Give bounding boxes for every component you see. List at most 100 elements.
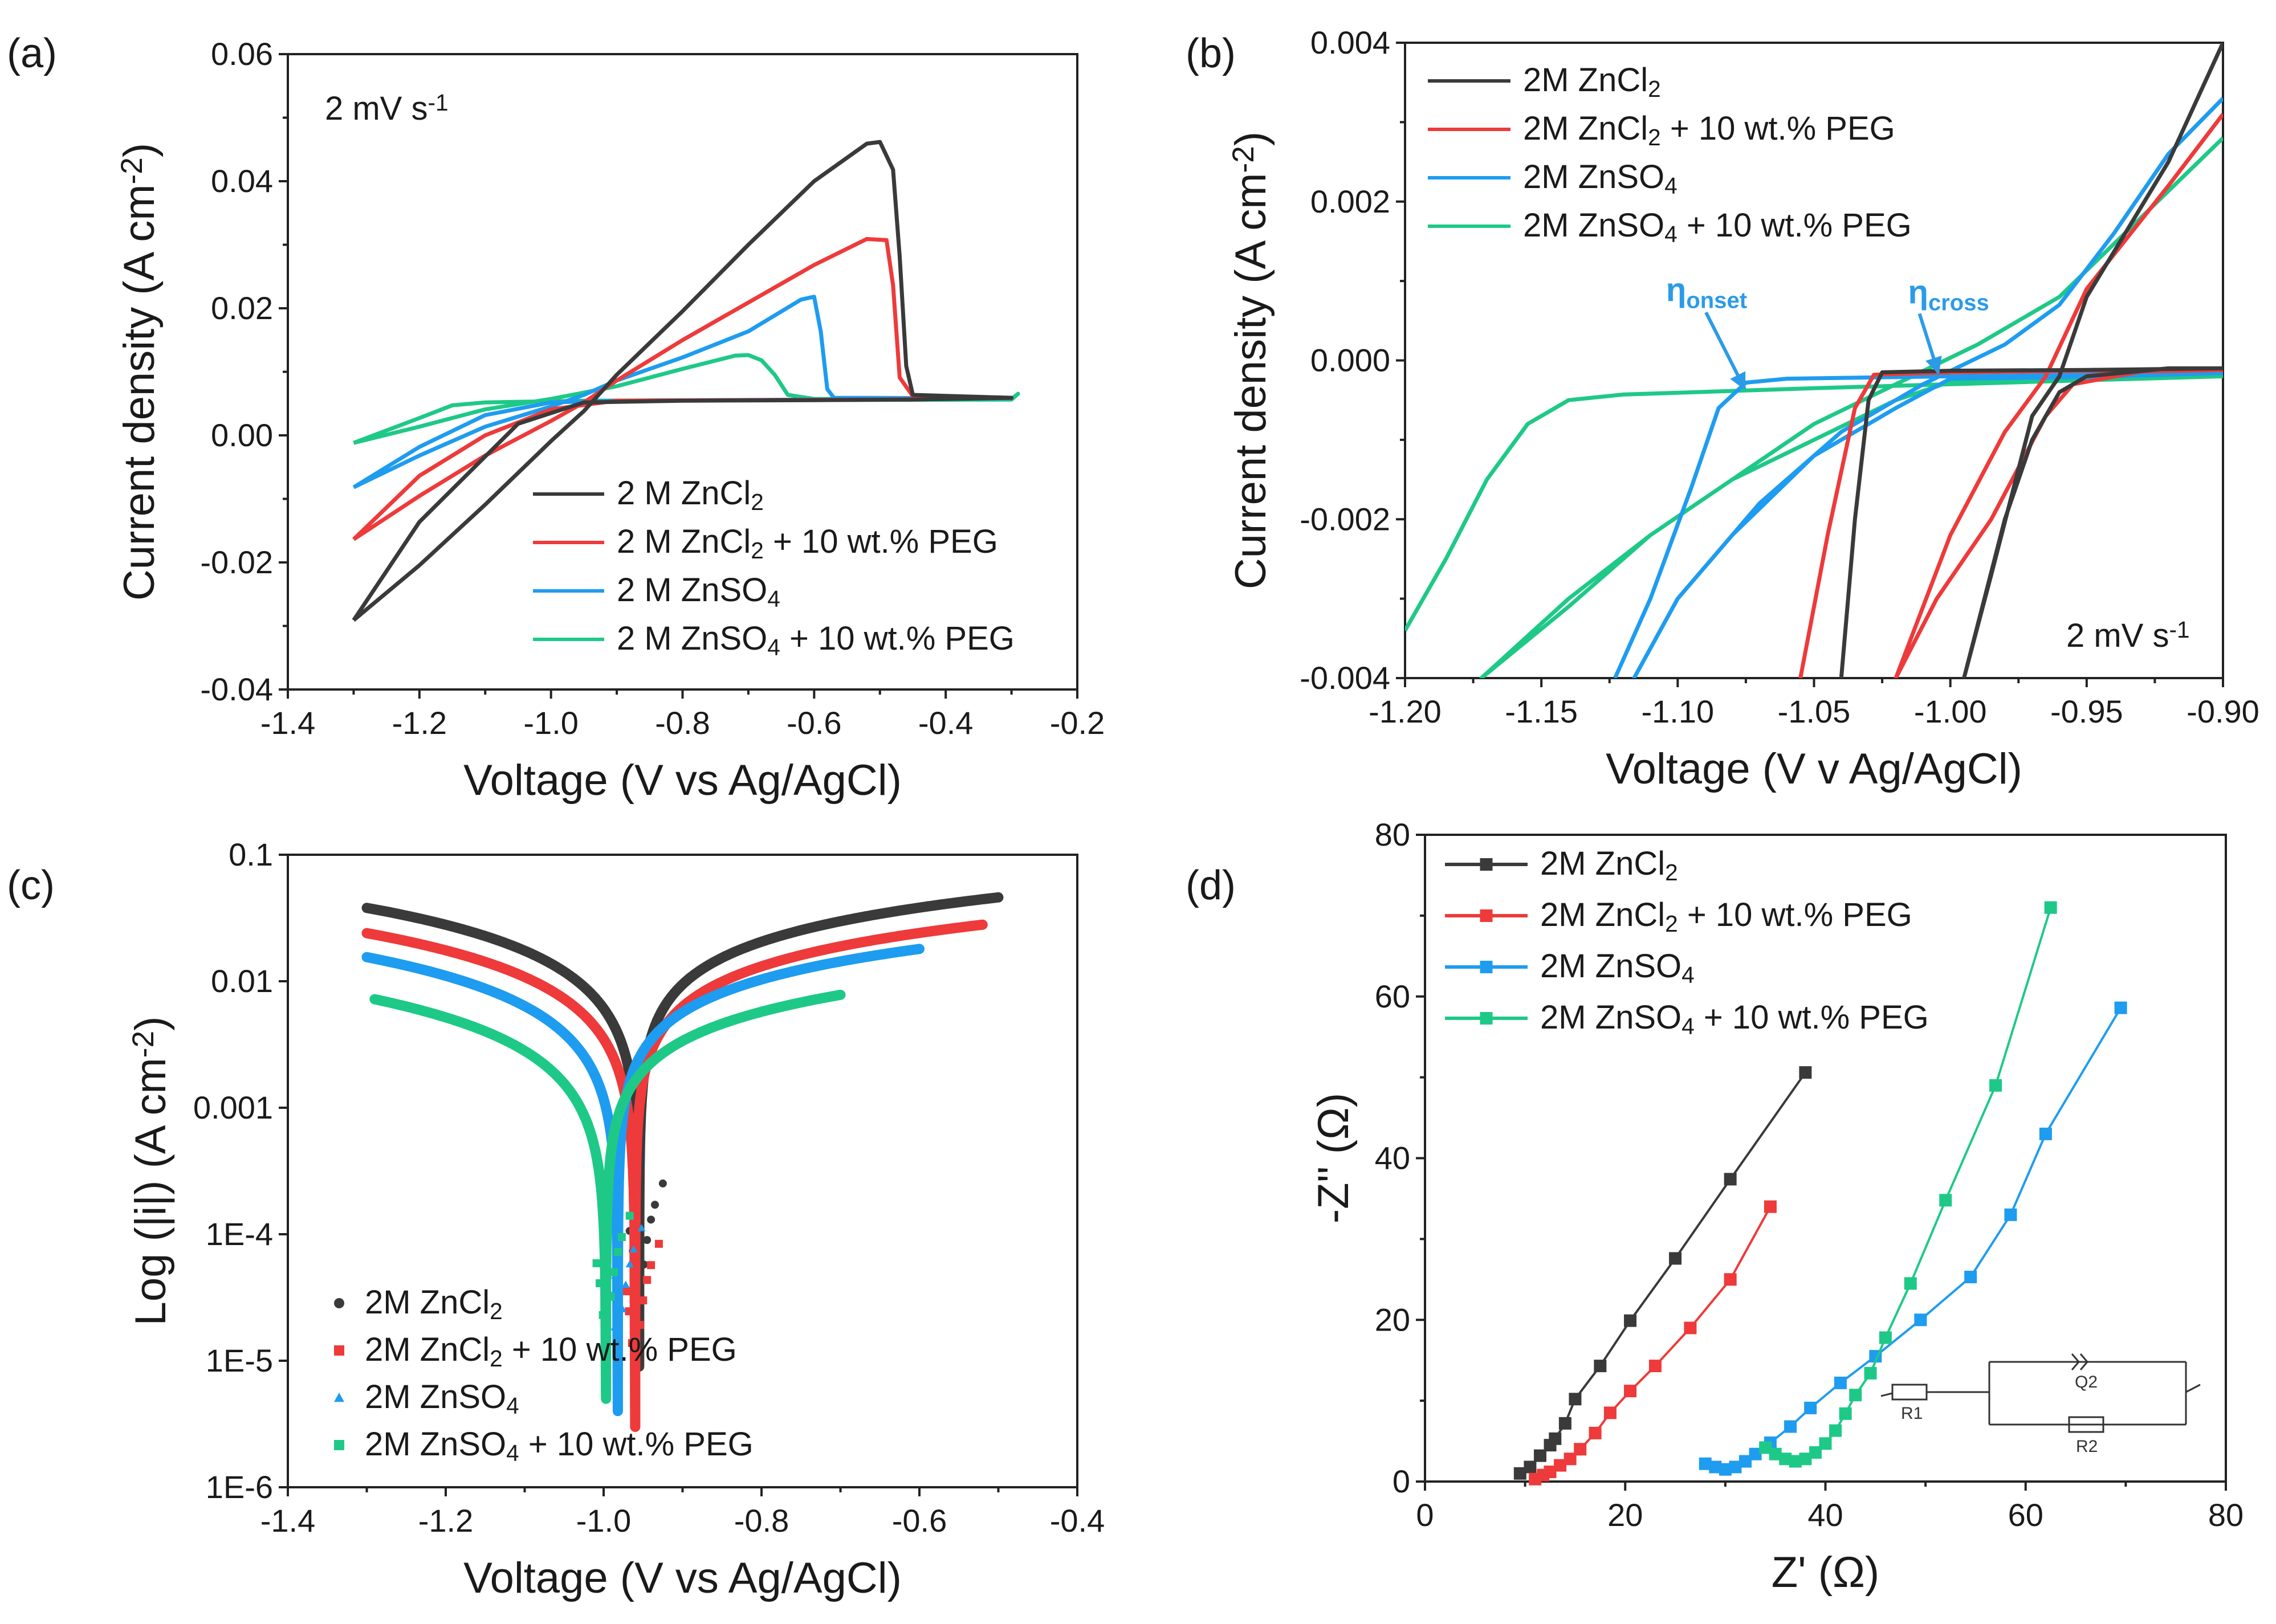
nyquist-point-d xyxy=(1589,1426,1602,1439)
y-tick-label-c: 1E-5 xyxy=(206,1343,273,1378)
chart-panel-d: 0 20 40 60 80 0 20 40 60 80 2M ZnCl2 2M ZnCl2 + 10 … xyxy=(1309,817,2244,1597)
nyquist-point-d xyxy=(2004,1208,2017,1221)
y-tick-label-c: 0.01 xyxy=(211,963,273,999)
series-line-b xyxy=(1798,113,2223,678)
legend-label-d: 2M ZnSO4 xyxy=(1540,948,1695,988)
series-group-c xyxy=(361,892,1004,1433)
x-tick-label-c: -1.0 xyxy=(576,1503,632,1539)
x-tick-label-d: 40 xyxy=(1807,1497,1843,1533)
panel-label-b: (b) xyxy=(1186,31,1236,76)
legend-label-a: 2 M ZnSO4 + 10 wt.% PEG xyxy=(617,620,1015,660)
x-tick-label-a: -1.0 xyxy=(523,705,579,741)
nyquist-line-d xyxy=(1519,1071,1807,1475)
nyquist-point-d xyxy=(1769,1447,1782,1460)
legend-marker-d xyxy=(1480,858,1493,871)
series-line-b xyxy=(1839,43,2223,678)
x-axis-title-d: Z' (Ω) xyxy=(1772,1548,1879,1597)
x-axis-title-a: Voltage (V vs Ag/AgCl) xyxy=(463,756,902,805)
sweep-rate-note-b: 2 mV s-1 xyxy=(2066,617,2190,654)
y-tick-label-d: 40 xyxy=(1375,1140,1410,1176)
panel-label-d: (d) xyxy=(1186,863,1236,908)
tafel-point-c xyxy=(637,1224,646,1231)
legend-marker-c xyxy=(334,1345,344,1356)
nyquist-point-d xyxy=(1839,1407,1852,1420)
annotation-label-cross: ηcross xyxy=(1908,274,1989,315)
x-tick-label-d: 80 xyxy=(2208,1497,2244,1533)
nyquist-point-d xyxy=(1699,1457,1712,1470)
y-tick-label-b: 0.000 xyxy=(1310,342,1390,378)
x-tick-label-c: -1.4 xyxy=(260,1503,316,1539)
legend-label-b: 2M ZnSO4 + 10 wt.% PEG xyxy=(1523,207,1912,247)
nyquist-point-d xyxy=(1709,1460,1722,1474)
x-axis-title-b: Voltage (V v Ag/AgCl) xyxy=(1606,745,2022,793)
legend-label-c: 2M ZnCl2 xyxy=(365,1284,503,1324)
nyquist-point-d xyxy=(1564,1452,1577,1466)
x-tick-label-c: -1.2 xyxy=(418,1503,474,1539)
tafel-curve-c xyxy=(369,989,846,1404)
x-tick-label-d: 0 xyxy=(1416,1497,1434,1533)
series-line-b xyxy=(1613,97,2223,678)
legend-label-d: 2M ZnCl2 + 10 wt.% PEG xyxy=(1540,896,1912,937)
nyquist-line-d xyxy=(1765,907,2052,1463)
nyquist-line-d xyxy=(1534,1206,1772,1480)
x-tick-label-b: -0.90 xyxy=(2187,693,2259,729)
tafel-point-c xyxy=(639,1296,648,1305)
y-tick-label-d: 20 xyxy=(1375,1301,1410,1337)
nyquist-point-d xyxy=(1569,1393,1582,1406)
tafel-point-c xyxy=(592,1259,601,1267)
tafel-point-c xyxy=(625,1211,634,1220)
tafel-point-c xyxy=(643,1236,652,1244)
x-tick-label-a: -1.2 xyxy=(392,705,447,741)
tafel-point-c xyxy=(640,1260,648,1269)
y-tick-label-d: 0 xyxy=(1393,1463,1410,1499)
tafel-point-c xyxy=(647,1215,655,1224)
nyquist-point-d xyxy=(1799,1066,1812,1079)
nyquist-point-d xyxy=(1759,1441,1772,1454)
legend-label-a: 2 M ZnCl2 xyxy=(617,475,764,515)
legend-label-d: 2M ZnCl2 xyxy=(1540,845,1678,886)
tafel-point-c xyxy=(596,1279,604,1287)
nyquist-point-d xyxy=(1624,1314,1637,1327)
series-line-a xyxy=(353,353,1020,445)
tafel-point-c xyxy=(625,1307,633,1316)
nyquist-point-d xyxy=(1879,1331,1892,1344)
y-axis-title-d: -Z'' (Ω) xyxy=(1309,1093,1358,1223)
nyquist-point-d xyxy=(1829,1424,1842,1437)
legend-label-b: 2M ZnCl2 xyxy=(1523,62,1661,102)
legend-label-c: 2M ZnSO4 xyxy=(365,1378,519,1419)
nyquist-point-d xyxy=(1789,1455,1802,1468)
legend-marker-c xyxy=(334,1393,344,1402)
nyquist-point-d xyxy=(1624,1385,1637,1398)
legend-label-b: 2M ZnSO4 xyxy=(1523,158,1678,199)
x-tick-label-a: -1.4 xyxy=(260,705,316,741)
nyquist-point-d xyxy=(1809,1446,1822,1459)
x-axis-title-c: Voltage (V vs Ag/AgCl) xyxy=(463,1554,902,1602)
legend-marker-d xyxy=(1480,961,1493,973)
legend-marker-d xyxy=(1480,1012,1493,1025)
x-tick-label-b: -1.15 xyxy=(1505,693,1578,729)
x-tick-label-b: -1.20 xyxy=(1369,693,1442,729)
nyquist-point-d xyxy=(1989,1079,2002,1092)
panel-label-c: (c) xyxy=(7,863,55,908)
nyquist-point-d xyxy=(1864,1366,1877,1380)
legend-label-d: 2M ZnSO4 + 10 wt.% PEG xyxy=(1540,999,1929,1039)
circuit-label-q2: Q2 xyxy=(2075,1373,2098,1392)
x-tick-label-a: -0.4 xyxy=(918,705,974,741)
y-tick-label-b: 0.002 xyxy=(1310,183,1390,219)
y-tick-label-c: 1E-4 xyxy=(206,1216,273,1252)
tafel-point-c xyxy=(617,1233,626,1241)
x-tick-label-b: -1.00 xyxy=(1914,693,1987,729)
tafel-point-c xyxy=(613,1248,622,1256)
x-tick-label-c: -0.8 xyxy=(734,1503,789,1539)
series-group-a xyxy=(352,140,1020,622)
tafel-point-c xyxy=(629,1245,638,1253)
tafel-point-c xyxy=(654,1239,663,1248)
legend-marker-c xyxy=(334,1298,344,1308)
y-tick-label-a: 0.04 xyxy=(211,163,273,199)
legend-label-b: 2M ZnCl2 + 10 wt.% PEG xyxy=(1523,110,1895,150)
series-line-a xyxy=(352,295,1014,489)
nyquist-point-d xyxy=(2114,1001,2127,1014)
nyquist-point-d xyxy=(1964,1271,1977,1284)
x-tick-label-a: -0.2 xyxy=(1050,705,1105,741)
